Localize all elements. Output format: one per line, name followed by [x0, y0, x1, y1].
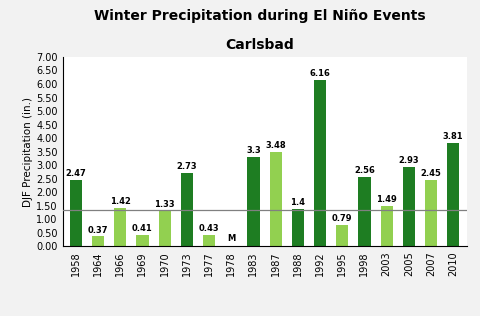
Bar	[269, 152, 281, 246]
Text: 2.93: 2.93	[398, 156, 418, 165]
Text: 1.4: 1.4	[290, 198, 305, 207]
Bar	[158, 210, 170, 246]
Text: 2.45: 2.45	[420, 169, 441, 178]
Bar	[336, 225, 348, 246]
Bar	[203, 235, 215, 246]
Text: 2.56: 2.56	[353, 166, 374, 175]
Bar	[92, 236, 104, 246]
Bar	[380, 206, 392, 246]
Text: M: M	[227, 234, 235, 243]
Text: 6.16: 6.16	[309, 69, 330, 78]
Bar	[247, 157, 259, 246]
Text: 1.42: 1.42	[109, 197, 131, 206]
Text: 1.33: 1.33	[154, 200, 175, 209]
Text: 0.41: 0.41	[132, 224, 153, 234]
Bar	[291, 209, 303, 246]
Text: Carlsbad: Carlsbad	[225, 38, 293, 52]
Text: 3.3: 3.3	[246, 146, 260, 155]
Y-axis label: DJF Precipitation (in.): DJF Precipitation (in.)	[23, 97, 33, 207]
Bar	[358, 177, 370, 246]
Bar	[70, 179, 82, 246]
Text: 1.49: 1.49	[375, 195, 396, 204]
Text: 3.81: 3.81	[442, 132, 463, 141]
Bar	[424, 180, 436, 246]
Bar	[313, 80, 325, 246]
Bar	[114, 208, 126, 246]
Text: 2.47: 2.47	[65, 169, 86, 178]
Bar	[402, 167, 414, 246]
Bar	[180, 173, 192, 246]
Text: Winter Precipitation during El Niño Events: Winter Precipitation during El Niño Even…	[94, 9, 425, 23]
Text: 2.73: 2.73	[176, 162, 197, 171]
Text: 0.43: 0.43	[198, 224, 219, 233]
Text: 3.48: 3.48	[265, 141, 286, 150]
Text: 0.79: 0.79	[331, 214, 352, 223]
Bar	[446, 143, 458, 246]
Text: 0.37: 0.37	[88, 226, 108, 234]
Bar	[136, 235, 148, 246]
